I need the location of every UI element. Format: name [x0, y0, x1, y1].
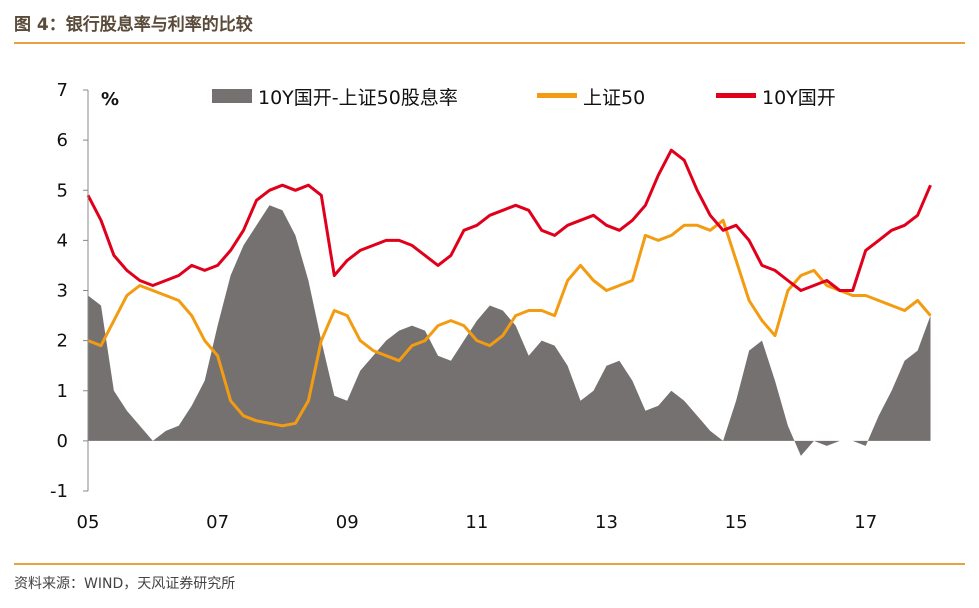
x-tick-label: 05 — [77, 512, 100, 533]
line-layer — [86, 148, 932, 428]
y-tick-label: 5 — [57, 180, 68, 201]
bottom-rule — [14, 563, 965, 565]
legend-label-spread: 10Y国开-上证50股息率 — [258, 87, 458, 109]
spread-area-layer — [88, 205, 931, 456]
y-tick-label: 6 — [57, 130, 68, 151]
x-tick-label: 15 — [725, 512, 748, 533]
y-tick-label: 3 — [57, 281, 68, 302]
x-tick-layer: 05 07 09 11 13 15 17 — [77, 512, 878, 533]
x-tick-label: 13 — [595, 512, 618, 533]
figure-title: 图 4：银行股息率与利率的比较 — [14, 15, 253, 35]
y-tick-label: 2 — [57, 331, 68, 352]
x-tick-label: 09 — [336, 512, 359, 533]
x-tick-label: 17 — [854, 512, 877, 533]
legend-swatch-spread — [212, 89, 252, 103]
x-tick-label: 07 — [206, 512, 229, 533]
legend-label-sse50: 上证50 — [583, 87, 645, 109]
source-note: 资料来源：WIND，天风证券研究所 — [14, 576, 236, 592]
legend-label-cdb10y: 10Y国开 — [762, 87, 836, 109]
top-rule — [14, 42, 965, 44]
chart: 7 6 5 4 3 2 1 0 -1 05 07 09 11 13 15 17 % 10Y国开-上证50股息… — [50, 80, 932, 533]
legend: 10Y国开-上证50股息率 上证50 10Y国开 — [212, 87, 836, 109]
y-tick-label: 7 — [57, 80, 68, 101]
y-tick-label: 4 — [57, 230, 68, 251]
unit-label: % — [101, 89, 119, 110]
y-tick-label: 0 — [57, 431, 68, 452]
series-sse50-line — [87, 218, 932, 428]
y-tick-layer: 7 6 5 4 3 2 1 0 -1 — [50, 80, 88, 502]
x-tick-label: 11 — [465, 512, 488, 533]
y-tick-label: 1 — [57, 381, 68, 402]
legend-swatch-cdb10y — [716, 93, 756, 98]
legend-swatch-sse50 — [537, 93, 577, 98]
series-spread-area — [88, 205, 931, 456]
y-tick-label: -1 — [50, 481, 68, 502]
series-cdb10y-line — [86, 148, 932, 292]
